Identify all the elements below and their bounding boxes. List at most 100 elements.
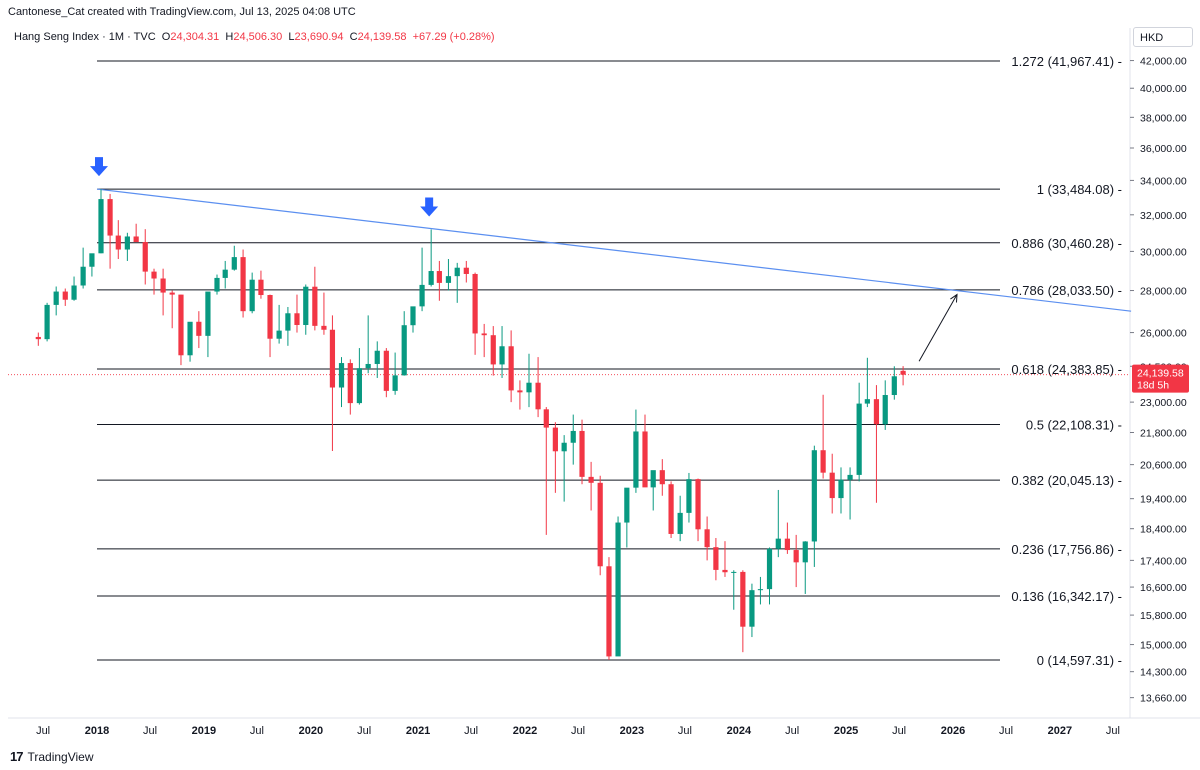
candle [98,189,104,254]
y-axis-tick-label: 34,000.00 [1140,175,1187,187]
candle [249,272,255,314]
candle-body [294,313,300,325]
candle-body [445,276,452,283]
candle-body [793,550,799,563]
high-value: 24,506.30 [233,31,283,43]
candle-body [454,267,460,277]
candle-body [873,399,880,425]
candle [178,294,184,366]
candle-body [196,321,202,336]
candle-body [552,427,558,452]
candle-body [713,547,719,570]
candle-body [62,291,68,300]
fib-level-label: 0.136 (16,342.17) - [1011,589,1122,604]
candle [650,470,656,511]
high-label: H [225,31,234,43]
candle-body [428,271,434,285]
candle-body [142,242,148,272]
x-axis-tick-label: 2022 [513,725,537,737]
x-axis-tick-label: 2026 [941,725,965,737]
candle [53,286,59,316]
candle [356,348,362,405]
candle-body [89,253,95,267]
candle [329,315,336,452]
candle [642,414,648,488]
candle [624,487,630,548]
candle-body [338,363,345,388]
candle-body [561,442,567,452]
candle [410,306,416,333]
candle [864,357,870,408]
candle [820,394,826,479]
candle-body [749,590,755,627]
candle [338,357,345,408]
y-axis-tick-label: 15,800.00 [1140,610,1187,622]
candle-body [151,271,157,279]
candle [802,541,808,594]
x-axis-tick-label: 2021 [406,725,430,737]
tradingview-logo: 17 TradingView [10,749,94,764]
candle [713,538,719,581]
low-label: L [288,31,295,43]
projection-arrow-head [950,293,958,303]
candle [205,291,211,358]
y-axis-tick-label: 38,000.00 [1140,112,1187,124]
fib-level-label: 0.236 (17,756.86) - [1011,542,1122,557]
candle [187,321,193,362]
x-axis-tick-label: Jul [143,725,157,737]
candle-body [499,346,505,365]
x-axis-tick-label: 2024 [727,725,752,737]
candle-body [124,236,130,250]
candle [740,570,746,653]
candle [71,276,77,301]
candle [62,288,68,306]
candle-body [543,409,549,428]
bar-countdown-label: 18d 5h [1137,380,1169,392]
candle-body [802,541,808,563]
candle-body [347,363,353,404]
candle-body [856,403,862,475]
candle-body [731,571,737,573]
y-axis-tick-label: 20,600.00 [1140,460,1187,472]
candle-body [240,257,246,312]
candle-body [222,269,228,278]
last-price-label: 24,139.58 [1137,368,1184,380]
candle [89,253,95,277]
x-axis-tick-label: 2027 [1048,725,1072,737]
close-value: 24,139.58 [357,31,407,43]
fib-level-label: 0.5 (22,108.31) - [1026,418,1122,433]
candle-body [579,430,585,477]
y-axis-tick-label: 15,000.00 [1140,640,1187,652]
open-label: O [161,31,171,43]
candle [597,475,603,576]
candle-body [686,479,692,513]
y-axis-tick-label: 36,000.00 [1140,143,1187,155]
candle [196,311,202,349]
candle [891,366,897,400]
currency-selector[interactable]: HKD [1133,27,1193,47]
candle-body [847,474,853,480]
candle-body [882,395,888,425]
candle [294,294,300,333]
x-axis-tick-label: Jul [999,725,1013,737]
y-axis-tick-label: 30,000.00 [1140,246,1187,258]
candle [766,547,773,605]
candle-body [107,199,113,236]
x-axis-tick-label: Jul [571,725,585,737]
candle-body [44,304,50,340]
candle-body [419,284,425,307]
candle [454,262,460,303]
candle [222,260,228,289]
candle [856,382,862,482]
candle [543,407,549,535]
candle-body [891,376,897,396]
symbol-name[interactable]: Hang Seng Index · 1M · TVC [14,31,156,43]
candle [258,270,264,299]
candle [508,330,514,403]
candle [392,352,398,395]
candle [124,232,130,261]
candle-body [133,236,139,243]
candle-body [864,399,870,404]
candle [142,229,148,285]
